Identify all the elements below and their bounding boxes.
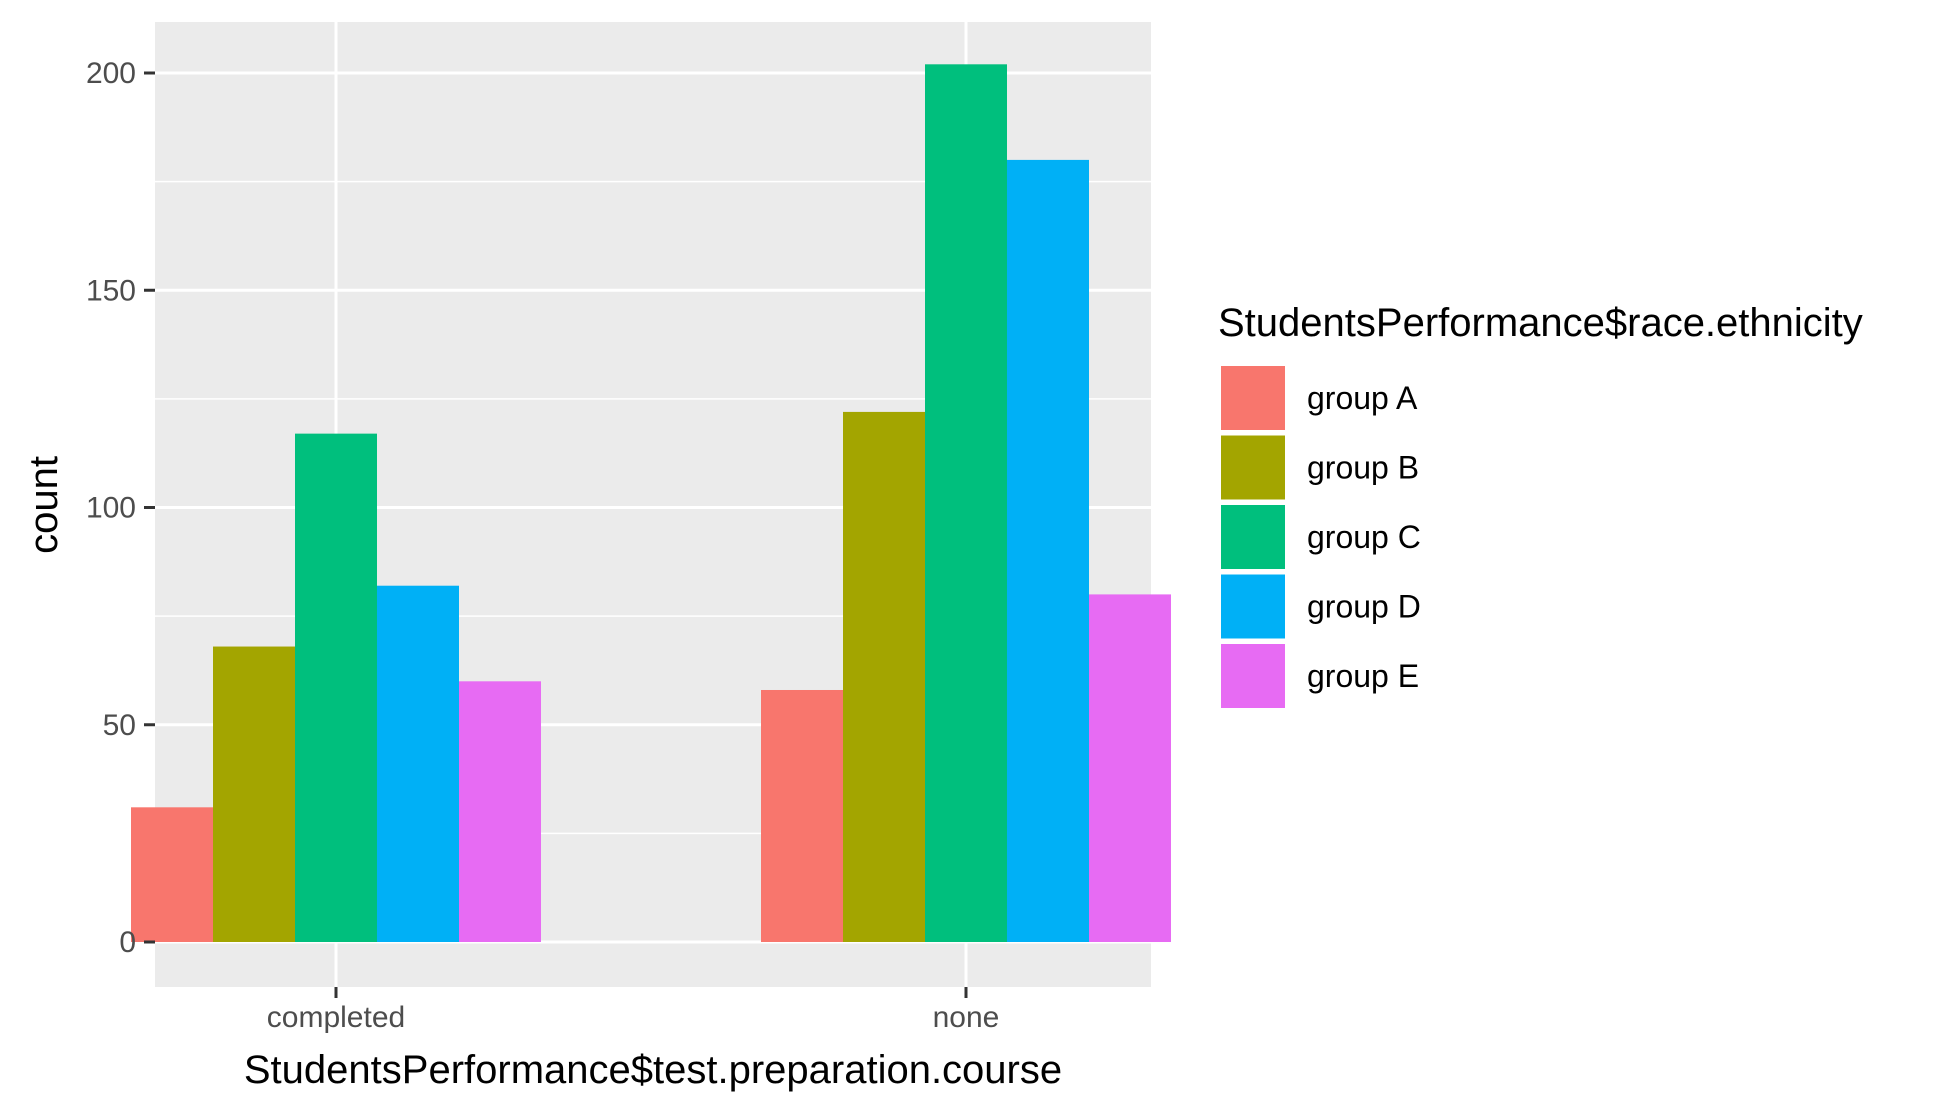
legend-title: StudentsPerformance$race.ethnicity — [1218, 301, 1863, 345]
legend-key — [1221, 574, 1285, 639]
y-axis-title: count — [22, 456, 66, 554]
y-tick-label: 50 — [103, 709, 136, 742]
bar — [843, 411, 925, 942]
x-tick-label: none — [933, 1001, 1000, 1034]
legend-key — [1221, 366, 1285, 430]
y-tick-label: 200 — [86, 57, 136, 90]
legend-items: group A group B group C group D group E — [1221, 366, 1421, 708]
bar — [213, 646, 295, 942]
y-tick-label: 0 — [119, 926, 136, 959]
legend-key — [1221, 505, 1285, 569]
y-tick-label: 150 — [86, 274, 136, 307]
legend: StudentsPerformance$race.ethnicity group… — [1218, 301, 1863, 708]
bar — [131, 807, 213, 942]
legend-key — [1221, 435, 1285, 500]
bar — [1007, 159, 1089, 942]
legend-key — [1221, 644, 1285, 708]
legend-label: group B — [1307, 450, 1419, 486]
bar — [761, 689, 843, 942]
bar — [1089, 594, 1171, 942]
bar — [295, 433, 377, 942]
legend-label: group D — [1307, 589, 1421, 625]
y-tick-label: 100 — [86, 492, 136, 525]
legend-label: group E — [1307, 658, 1419, 694]
y-axis: 0 50 100 150 200 — [86, 57, 155, 959]
bar — [925, 64, 1007, 942]
bar — [459, 681, 541, 942]
x-axis: completed none — [267, 987, 1000, 1034]
bars — [131, 64, 1171, 942]
x-axis-title: StudentsPerformance$test.preparation.cou… — [244, 1048, 1062, 1092]
legend-label: group A — [1307, 380, 1418, 416]
x-tick-label: completed — [267, 1001, 405, 1034]
bar — [377, 585, 459, 942]
legend-label: group C — [1307, 519, 1421, 555]
